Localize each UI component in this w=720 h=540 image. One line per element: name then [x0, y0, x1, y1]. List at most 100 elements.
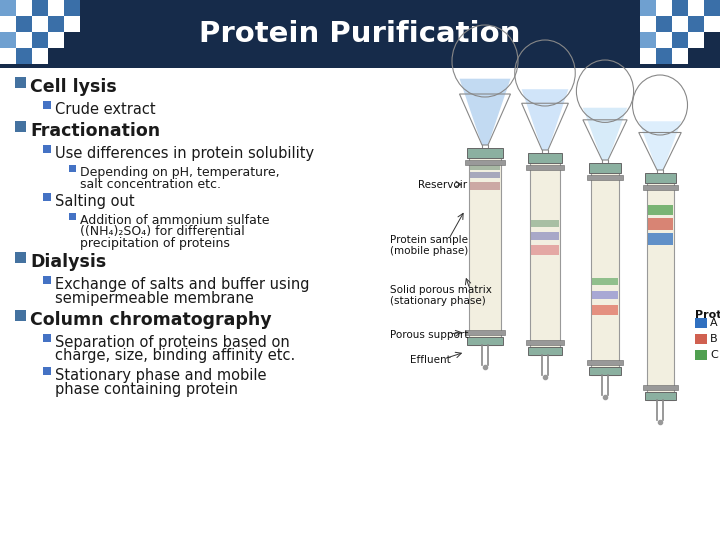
Text: precipitation of proteins: precipitation of proteins	[80, 237, 230, 250]
Bar	[43, 334, 51, 342]
Bar	[589, 367, 621, 375]
Bar	[688, 48, 704, 64]
Bar	[704, 0, 720, 16]
Bar	[688, 0, 704, 16]
Bar	[647, 175, 673, 400]
Text: (mobile phase): (mobile phase)	[390, 246, 468, 256]
Bar	[531, 220, 559, 227]
Text: salt concentration etc.: salt concentration etc.	[80, 178, 221, 191]
Text: Dialysis: Dialysis	[30, 253, 107, 271]
Bar	[644, 173, 675, 183]
Bar	[656, 16, 672, 32]
Text: Cell lysis: Cell lysis	[30, 78, 117, 96]
Bar	[587, 175, 623, 180]
Bar	[531, 245, 559, 255]
Bar	[15, 310, 26, 321]
Text: B: B	[710, 334, 718, 344]
Bar	[647, 218, 672, 230]
Bar	[591, 165, 619, 375]
Bar	[672, 0, 688, 16]
Text: Fractionation: Fractionation	[30, 122, 160, 140]
Bar	[672, 16, 688, 32]
Bar	[672, 48, 688, 64]
Bar	[48, 0, 64, 16]
Bar	[470, 182, 500, 190]
Text: Solid porous matrix: Solid porous matrix	[390, 285, 492, 295]
Text: semipermeable membrane: semipermeable membrane	[55, 291, 253, 306]
Bar	[469, 150, 501, 345]
Bar	[43, 367, 51, 375]
Bar	[704, 48, 720, 64]
Bar	[467, 148, 503, 158]
Bar	[656, 48, 672, 64]
Bar	[64, 32, 80, 48]
Text: Crude extract: Crude extract	[55, 102, 156, 117]
Text: Stationary phase and mobile: Stationary phase and mobile	[55, 368, 266, 383]
Bar	[32, 32, 48, 48]
Bar	[470, 172, 500, 178]
Bar	[695, 334, 707, 344]
Bar	[32, 16, 48, 32]
Bar	[0, 0, 720, 68]
Bar	[0, 32, 16, 48]
Polygon shape	[521, 89, 568, 150]
Bar	[43, 193, 51, 201]
Text: Effluent: Effluent	[410, 355, 451, 365]
Bar	[15, 252, 26, 263]
Text: Addition of ammonium sulfate: Addition of ammonium sulfate	[80, 214, 269, 227]
Bar	[640, 32, 656, 48]
Bar	[640, 0, 656, 16]
Bar	[640, 48, 656, 64]
Bar	[592, 291, 618, 299]
Bar	[647, 205, 672, 215]
Text: A: A	[710, 318, 718, 328]
Bar	[526, 165, 564, 170]
Bar	[48, 16, 64, 32]
Text: Column chromatography: Column chromatography	[30, 310, 271, 329]
Bar	[465, 160, 505, 165]
Text: charge, size, binding affinity etc.: charge, size, binding affinity etc.	[55, 348, 295, 363]
Bar	[48, 48, 64, 64]
Bar	[470, 165, 500, 170]
Bar	[592, 278, 618, 285]
Bar	[43, 145, 51, 153]
Text: ((NH₄)₂SO₄) for differential: ((NH₄)₂SO₄) for differential	[80, 225, 245, 238]
Bar	[32, 48, 48, 64]
Bar	[467, 337, 503, 345]
Bar	[531, 232, 559, 240]
Bar	[647, 233, 672, 245]
Bar	[15, 121, 26, 132]
Bar	[64, 48, 80, 64]
Bar	[64, 0, 80, 16]
Text: Use differences in protein solubility: Use differences in protein solubility	[55, 146, 314, 161]
Bar	[32, 0, 48, 16]
Bar	[530, 155, 560, 355]
Bar	[528, 153, 562, 163]
Text: C: C	[710, 350, 718, 360]
Polygon shape	[639, 122, 681, 170]
Bar	[64, 16, 80, 32]
Text: Reservoir: Reservoir	[418, 180, 467, 190]
Bar	[688, 32, 704, 48]
Text: Salting out: Salting out	[55, 194, 135, 208]
Text: Protein sample: Protein sample	[390, 235, 468, 245]
Bar	[528, 347, 562, 355]
Text: Protein Purification: Protein Purification	[199, 20, 521, 48]
Bar	[43, 101, 51, 109]
Bar	[0, 0, 16, 16]
Bar	[16, 48, 32, 64]
Bar	[704, 32, 720, 48]
Bar	[644, 392, 675, 400]
Text: Porous support: Porous support	[390, 330, 469, 340]
Polygon shape	[459, 79, 510, 145]
Bar	[592, 305, 618, 315]
Bar	[672, 32, 688, 48]
Polygon shape	[583, 108, 627, 160]
Bar	[48, 32, 64, 48]
Bar	[688, 16, 704, 32]
Bar	[642, 185, 678, 190]
Text: Proteins: Proteins	[695, 310, 720, 320]
Bar	[16, 0, 32, 16]
Bar	[695, 318, 707, 328]
Bar	[16, 32, 32, 48]
